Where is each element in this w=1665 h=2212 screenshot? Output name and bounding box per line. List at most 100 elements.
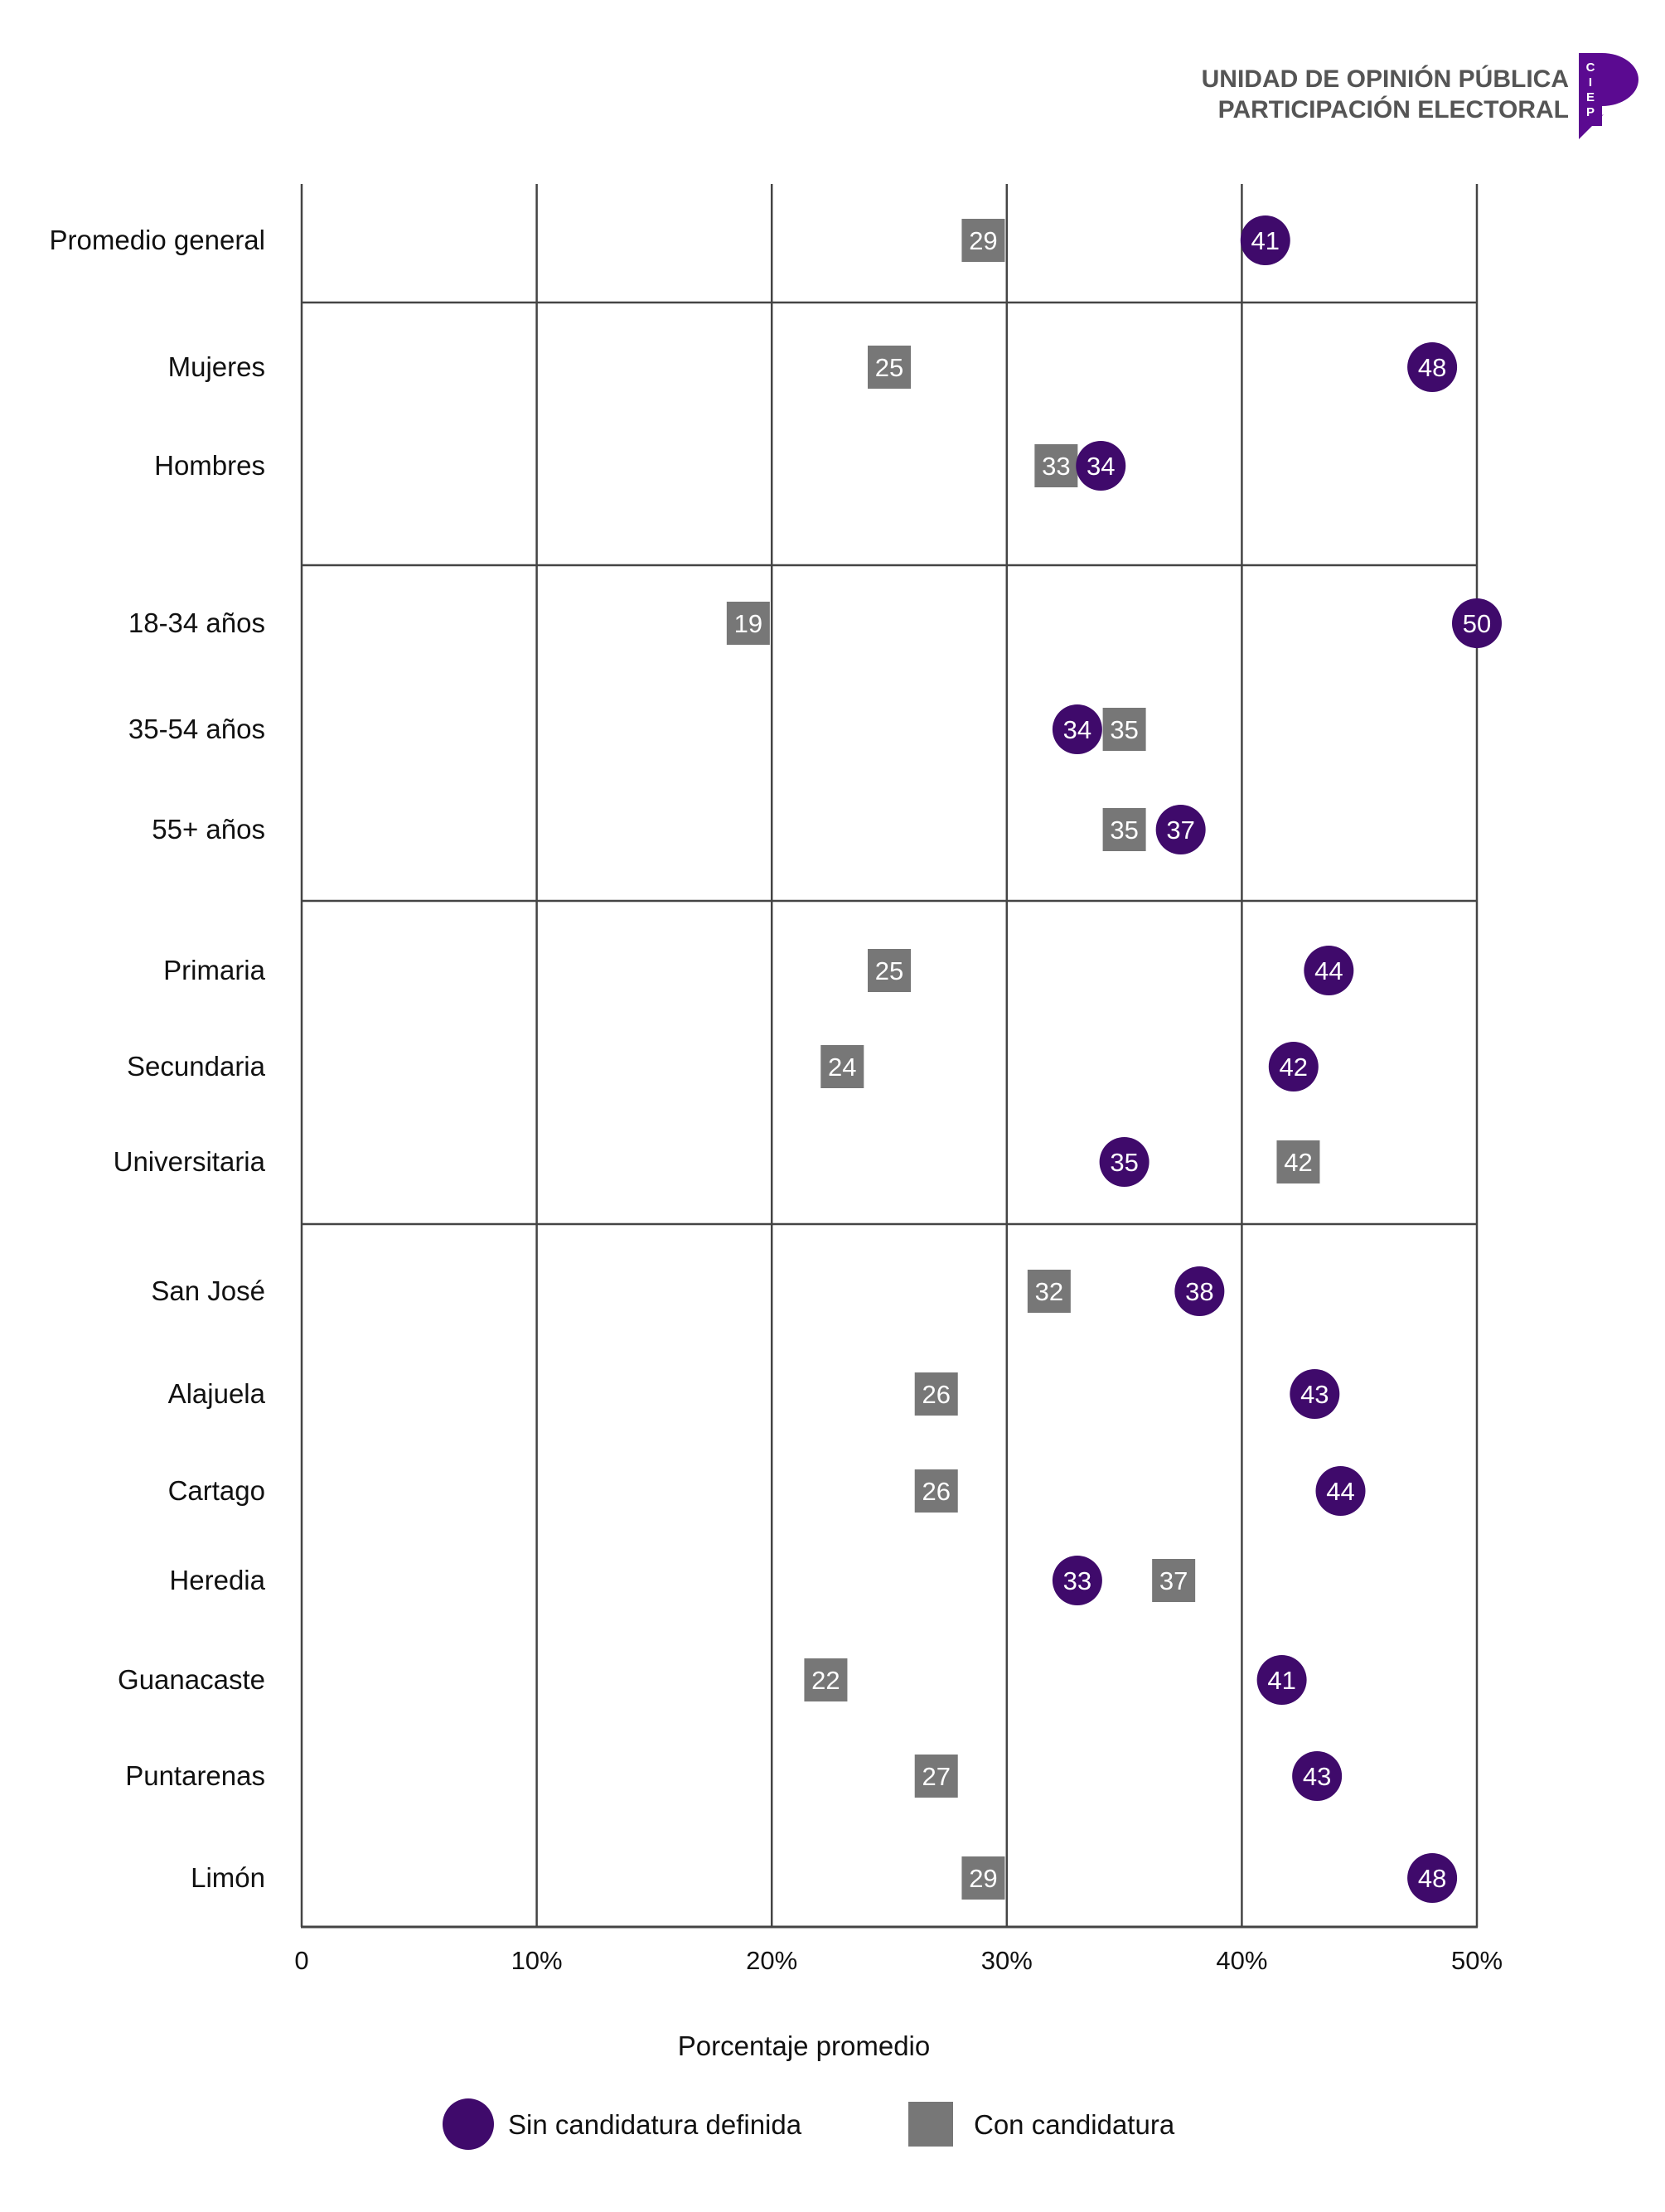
square-marker: [961, 1856, 1005, 1900]
data-label: 32: [1035, 1277, 1063, 1306]
row-label: Universitaria: [114, 1146, 266, 1177]
circle-marker: [1268, 1042, 1319, 1091]
square-marker: [726, 602, 770, 645]
data-label: 41: [1267, 1666, 1295, 1695]
row-label: Cartago: [168, 1475, 265, 1506]
legend: Sin candidatura definida Con candidatura: [443, 2098, 1175, 2150]
square-marker: [1034, 444, 1078, 487]
square-marker: [1102, 808, 1146, 851]
data-label: 43: [1303, 1762, 1331, 1791]
logo-half-circle: [1602, 53, 1638, 106]
data-label: 26: [922, 1380, 950, 1409]
square-marker: [868, 949, 911, 992]
logo-letter: C: [1586, 61, 1595, 75]
row-label: Alajuela: [168, 1378, 266, 1409]
x-axis-title: Porcentaje promedio: [678, 2030, 931, 2061]
data-label: 37: [1166, 816, 1194, 845]
data-label: 50: [1463, 609, 1491, 638]
logo-letter: E: [1586, 90, 1595, 104]
circle-marker: [1052, 704, 1102, 754]
data-label: 34: [1063, 715, 1091, 744]
data-label: 42: [1284, 1148, 1312, 1177]
square-marker: [914, 1755, 958, 1798]
circle-marker: [1099, 1137, 1150, 1187]
square-marker: [914, 1469, 958, 1513]
square-marker: [804, 1658, 848, 1701]
square-marker: [961, 219, 1005, 262]
x-tick-label: 30%: [981, 1946, 1033, 1975]
data-label: 29: [969, 1864, 997, 1893]
data-label: 35: [1110, 1148, 1138, 1177]
data-label: 26: [922, 1477, 950, 1506]
data-label: 24: [828, 1053, 856, 1082]
circle-marker: [1292, 1751, 1343, 1801]
data-label: 27: [922, 1762, 950, 1791]
data-label: 44: [1314, 956, 1343, 985]
circle-marker: [1155, 805, 1206, 854]
legend-label: Con candidatura: [974, 2109, 1175, 2140]
row-label: Hombres: [154, 450, 265, 481]
legend-square-swatch: [908, 2102, 953, 2147]
data-label: 48: [1418, 1864, 1446, 1893]
data-label: 37: [1159, 1566, 1188, 1595]
row-label: Puntarenas: [125, 1760, 265, 1791]
square-marker: [1276, 1140, 1320, 1183]
circle-marker: [1076, 441, 1126, 491]
data-label: 41: [1251, 226, 1280, 255]
square-marker: [1152, 1559, 1196, 1602]
logo: UNIDAD DE OPINIÓN PÚBLICA PARTICIPACIÓN …: [1202, 53, 1638, 139]
row-label: 55+ años: [152, 814, 265, 845]
x-tick-label: 40%: [1216, 1946, 1267, 1975]
x-tick-label: 10%: [511, 1946, 563, 1975]
data-label: 35: [1110, 816, 1138, 845]
row-label: Limón: [191, 1862, 265, 1893]
legend-circle-swatch: [443, 2098, 494, 2150]
grid: [300, 184, 1479, 1929]
data-label: 48: [1418, 353, 1446, 382]
x-tick-label: 0: [294, 1946, 308, 1975]
square-marker: [1027, 1270, 1071, 1313]
logo-tail: [1579, 114, 1604, 139]
x-axis-ticks: 0 10% 20% 30% 40% 50%: [294, 1946, 1503, 1975]
data-label: 34: [1087, 452, 1115, 481]
logo-letter: P: [1586, 105, 1595, 119]
logo-letter: I: [1589, 75, 1592, 90]
circle-marker: [1290, 1369, 1340, 1419]
circle-marker: [1240, 215, 1290, 265]
data-label: 42: [1280, 1053, 1308, 1082]
row-label: Promedio general: [50, 225, 266, 255]
data-label: 33: [1042, 452, 1070, 481]
data-label: 22: [811, 1666, 840, 1695]
data-label: 25: [875, 956, 903, 985]
legend-label: Sin candidatura definida: [508, 2109, 802, 2140]
circle-marker: [1304, 946, 1354, 995]
circle-marker: [1174, 1266, 1225, 1316]
data-label: 43: [1300, 1380, 1329, 1409]
data-marks: 29 25 33 19 35 35 25 24 42 32 26 26 37 22 27 29 41 48 34 50…: [726, 215, 1502, 1903]
data-label: 44: [1326, 1477, 1354, 1506]
circle-marker: [1256, 1655, 1307, 1705]
circle-marker: [1407, 342, 1458, 392]
x-tick-label: 50%: [1451, 1946, 1503, 1975]
circle-marker: [1407, 1853, 1458, 1903]
data-label: 19: [734, 609, 762, 638]
circle-marker: [1315, 1466, 1366, 1516]
row-label: 35-54 años: [128, 714, 265, 744]
square-marker: [914, 1372, 958, 1416]
row-label: San José: [151, 1275, 265, 1306]
row-label: Guanacaste: [118, 1664, 265, 1695]
circle-marker: [1052, 1556, 1102, 1605]
row-labels: Promedio general Mujeres Hombres 18-34 años…: [50, 225, 266, 1893]
data-label: 25: [875, 353, 903, 382]
circle-marker: [1452, 598, 1502, 648]
row-label: Mujeres: [168, 351, 265, 382]
data-label: 35: [1110, 715, 1138, 744]
data-label: 29: [969, 226, 997, 255]
data-label: 33: [1063, 1566, 1091, 1595]
square-marker: [1102, 708, 1146, 751]
x-tick-label: 20%: [746, 1946, 797, 1975]
row-label: Secundaria: [127, 1051, 266, 1082]
logo-line-1: UNIDAD DE OPINIÓN PÚBLICA: [1202, 65, 1569, 93]
logo-line-2: PARTICIPACIÓN ELECTORAL: [1218, 95, 1569, 123]
